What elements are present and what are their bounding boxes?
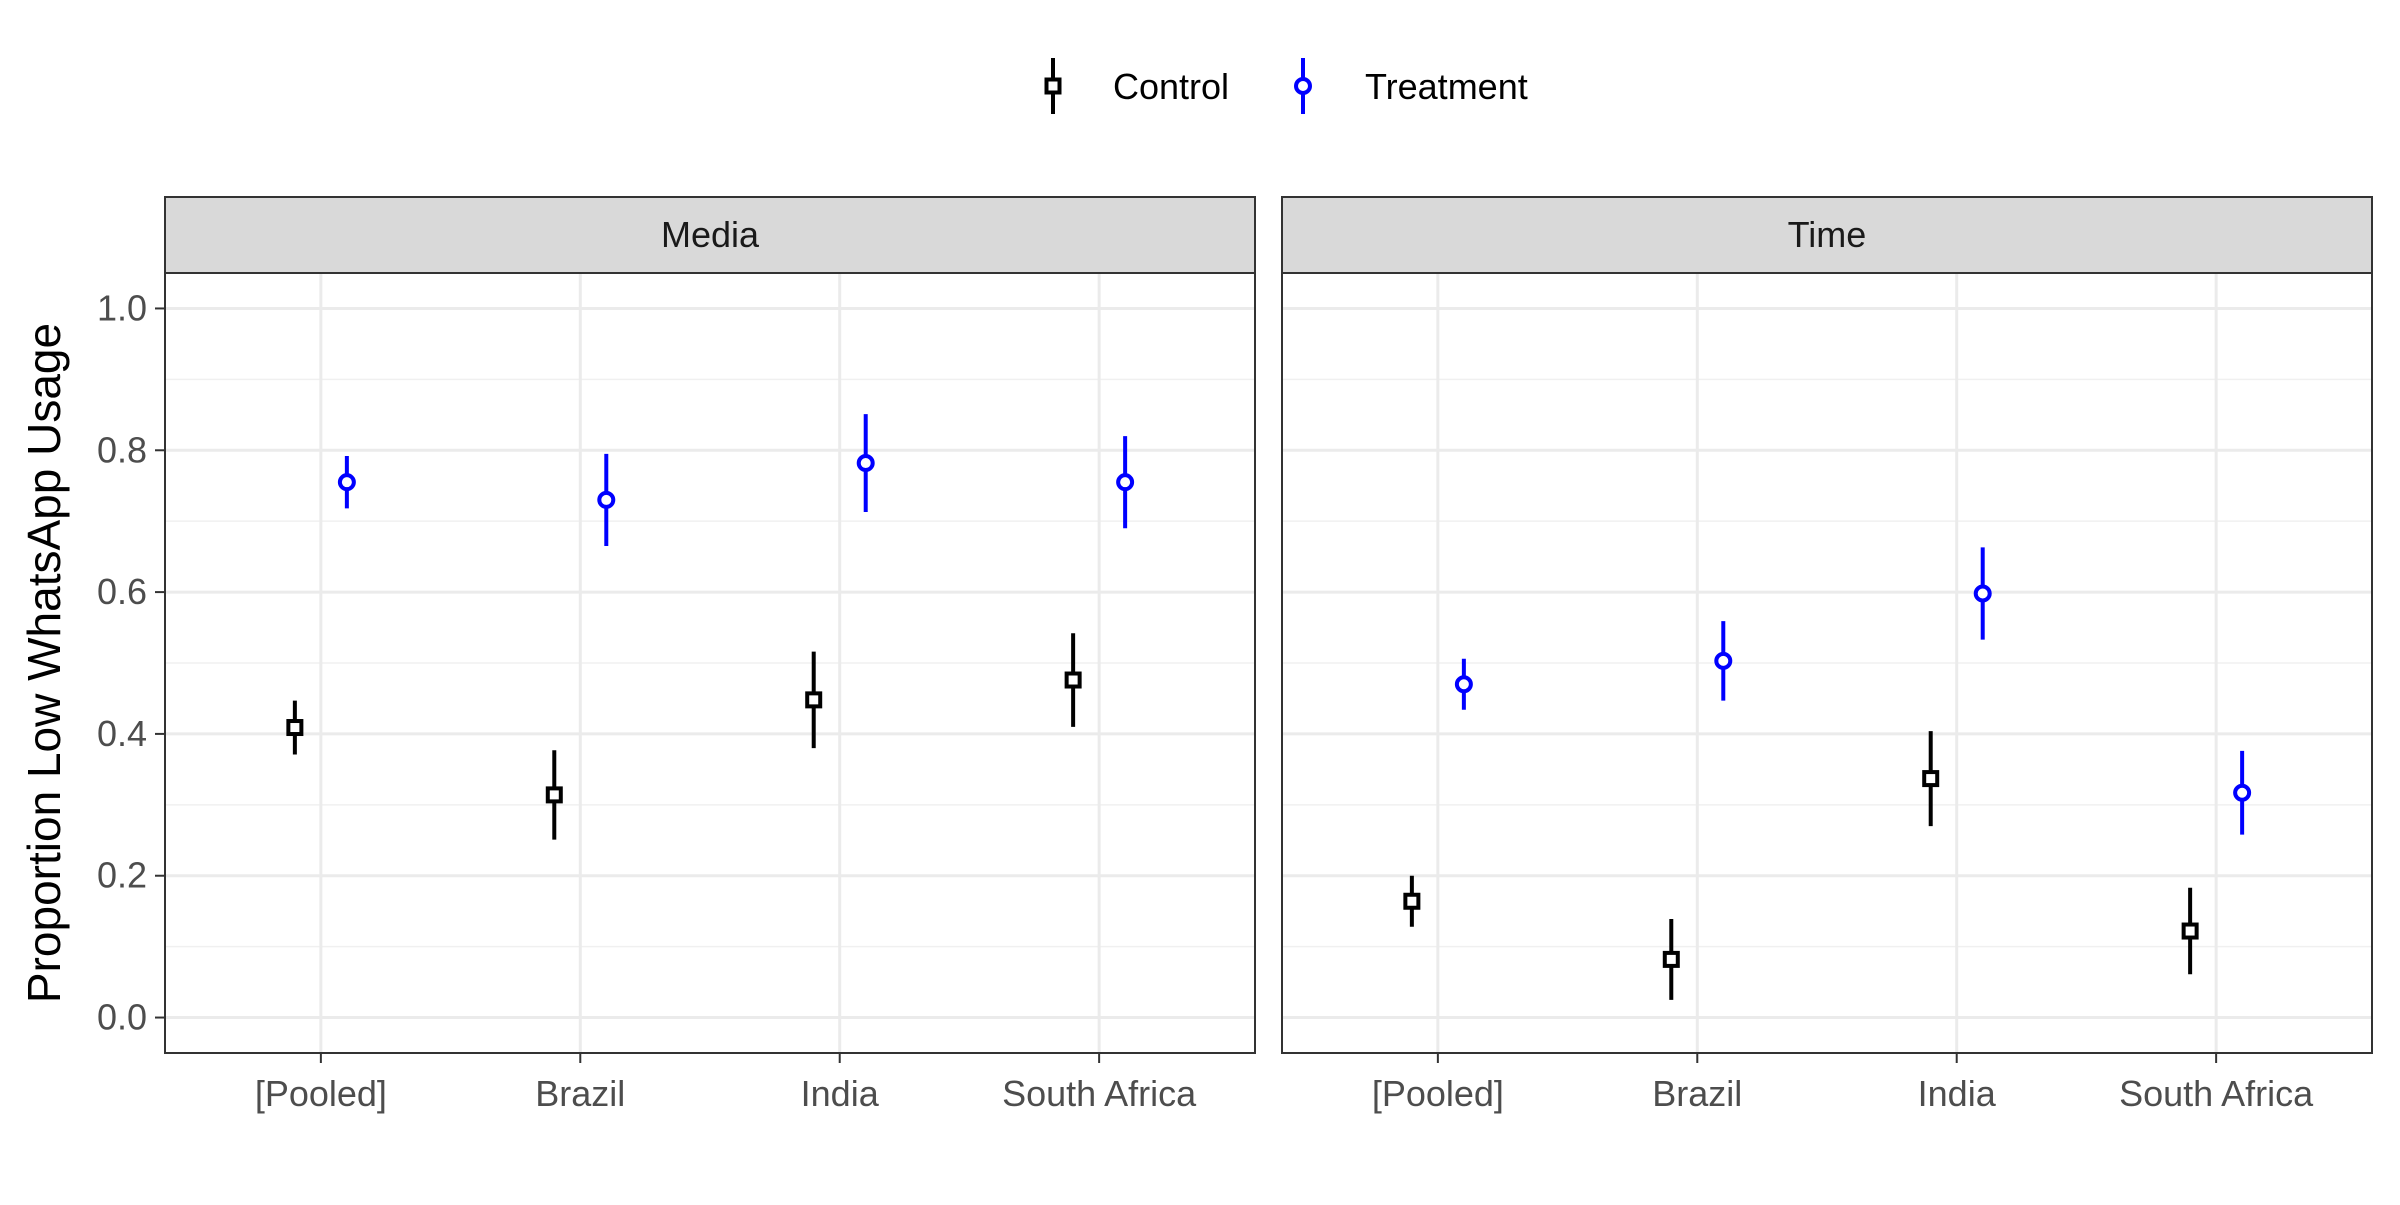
point-control-0-2 [805,691,823,709]
x-tick-label-0-0: [Pooled] [255,1073,387,1114]
point-treatment-0-0 [337,473,356,492]
point-treatment-1-1 [1714,651,1733,670]
y-tick-label-4: 0.8 [97,429,147,470]
y-tick-label-0: 0.0 [97,997,147,1038]
point-treatment-1-3 [2233,783,2252,802]
facet-strip-1 [1281,196,2373,274]
point-control-0-1 [545,786,563,804]
y-tick-label-2: 0.4 [97,713,147,754]
point-treatment-1-0 [1454,675,1473,694]
point-treatment-0-3 [1116,473,1135,492]
x-tick-label-0-3: South Africa [1002,1073,1197,1114]
legend-key-marker-treatment [1294,77,1312,95]
legend-label-treatment: Treatment [1365,66,1528,107]
panel-border-1 [1281,272,2373,1054]
point-control-1-3 [2181,922,2199,940]
legend-key-marker-control [1044,77,1062,95]
facet-strip-0 [164,196,1256,274]
panel-border-0 [164,272,1256,1054]
point-control-1-1 [1662,950,1680,968]
legend: Control Treatment [1044,58,1528,114]
point-control-0-0 [286,719,304,737]
y-tick-label-1: 0.2 [97,855,147,896]
x-tick-label-1-1: Brazil [1652,1073,1742,1114]
y-tick-label-3: 0.6 [97,571,147,612]
facet-strip-label-1: Time [1788,214,1867,255]
point-treatment-0-1 [597,490,616,509]
y-axis-title: Proportion Low WhatsApp Usage [18,323,70,1003]
x-tick-label-1-3: South Africa [2119,1073,2314,1114]
y-tick-label-5: 1.0 [97,287,147,328]
point-control-0-3 [1064,671,1082,689]
x-tick-label-1-0: [Pooled] [1372,1073,1504,1114]
point-control-1-0 [1403,892,1421,910]
facet-panel-1: Time [Pooled] Brazil India South Africa [1281,196,2373,1114]
point-treatment-0-2 [856,454,875,473]
point-treatment-1-2 [1973,584,1992,603]
point-control-1-2 [1922,770,1940,788]
facet-strip-label-0: Media [661,214,760,255]
x-tick-label-1-2: India [1918,1073,1997,1114]
legend-label-control: Control [1113,66,1229,107]
facet-panel-0: Media [Pooled] Brazil India South Africa [164,196,1256,1114]
x-tick-label-0-2: India [801,1073,880,1114]
x-tick-label-0-1: Brazil [535,1073,625,1114]
